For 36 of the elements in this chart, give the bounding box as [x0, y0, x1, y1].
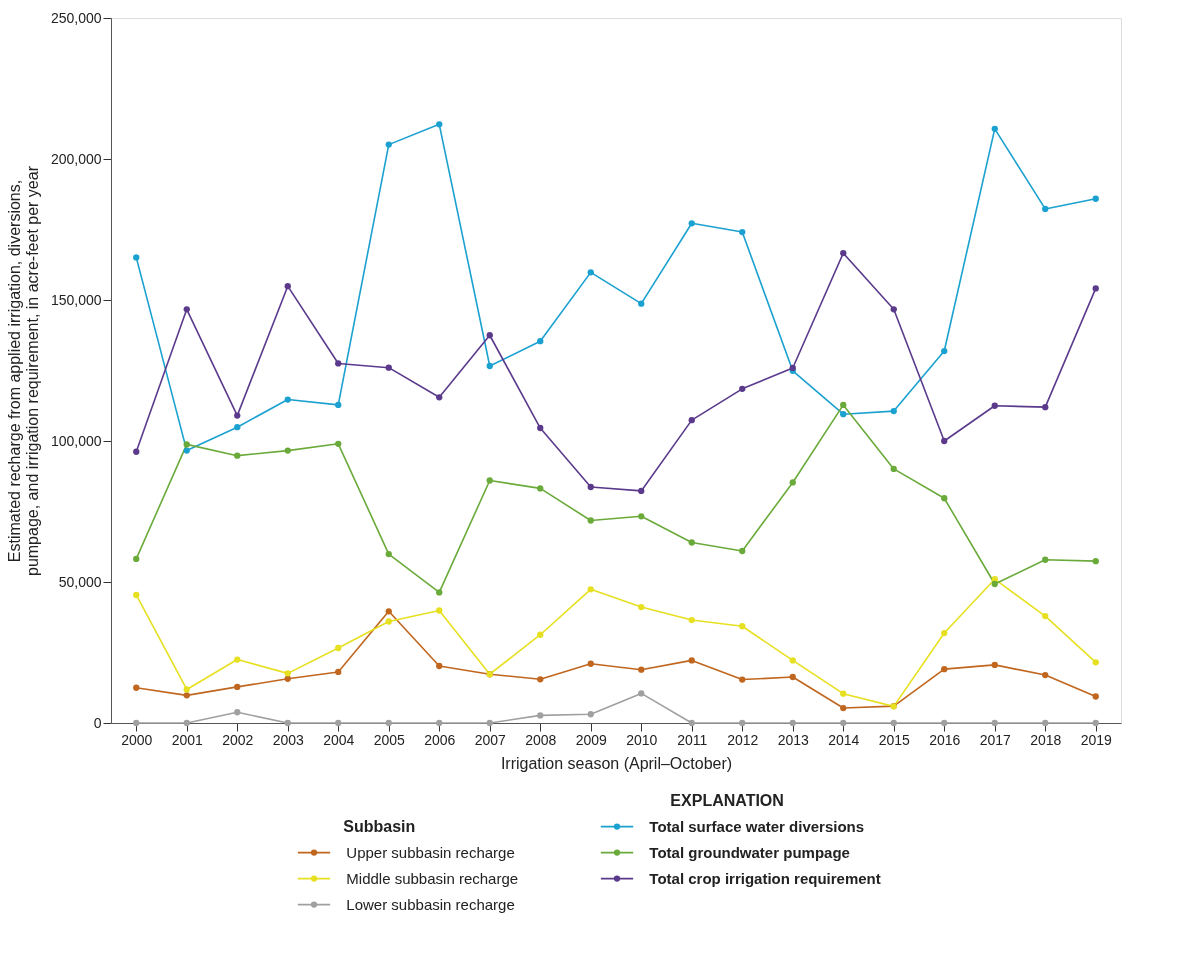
x-tick-label: 2012 — [727, 731, 759, 748]
x-tick-label: 2010 — [626, 731, 658, 748]
x-tick-label: 2017 — [979, 731, 1012, 748]
x-tick-label: 2000 — [121, 731, 153, 748]
y-tick-label: 100,000 — [50, 432, 102, 449]
y-axis-title: Estimated recharge from applied irrigation, diversions, pumpage, and irrigation requirement, in acre-feet per year — [5, 165, 41, 576]
x-tick-label: 2013 — [777, 731, 810, 748]
x-axis-title: Irrigation season (April–October) — [500, 754, 733, 772]
x-tick-label: 2007 — [474, 731, 507, 748]
legend-label: Total crop irrigation requirement — [649, 869, 881, 887]
x-tick-label: 2016 — [929, 731, 961, 748]
legend-label: Lower subbasin recharge — [346, 895, 515, 913]
legend-label: Total surface water diversions — [649, 817, 865, 835]
x-tick-label: 2001 — [171, 731, 204, 748]
x-tick-label: 2014 — [828, 731, 860, 748]
x-tick-label: 2008 — [525, 731, 557, 748]
x-tick-label: 2005 — [373, 731, 406, 748]
x-tick-label: 2015 — [878, 731, 911, 748]
x-tick-label: 2018 — [1030, 731, 1062, 748]
x-tick-label: 2002 — [222, 731, 254, 748]
y-tick-label: 200,000 — [50, 150, 102, 167]
x-tick-label: 2019 — [1080, 731, 1113, 748]
x-tick-label: 2003 — [272, 731, 305, 748]
x-tick-label: 2011 — [677, 731, 708, 748]
legend-label: Upper subbasin recharge — [346, 843, 515, 861]
x-tick-label: 2004 — [323, 731, 355, 748]
y-tick-label: 50,000 — [58, 573, 102, 590]
x-tick-label: 2006 — [424, 731, 456, 748]
text: Subbasin — [343, 817, 416, 835]
x-tick-label: 2009 — [575, 731, 608, 748]
legend-title: EXPLANATION — [670, 791, 784, 809]
legend-label: Total groundwater pumpage — [649, 843, 850, 861]
legend-label: Middle subbasin recharge — [346, 869, 519, 887]
y-tick-label: 0 — [93, 714, 102, 731]
y-tick-label: 250,000 — [50, 9, 102, 26]
y-tick-label: 150,000 — [50, 291, 102, 308]
